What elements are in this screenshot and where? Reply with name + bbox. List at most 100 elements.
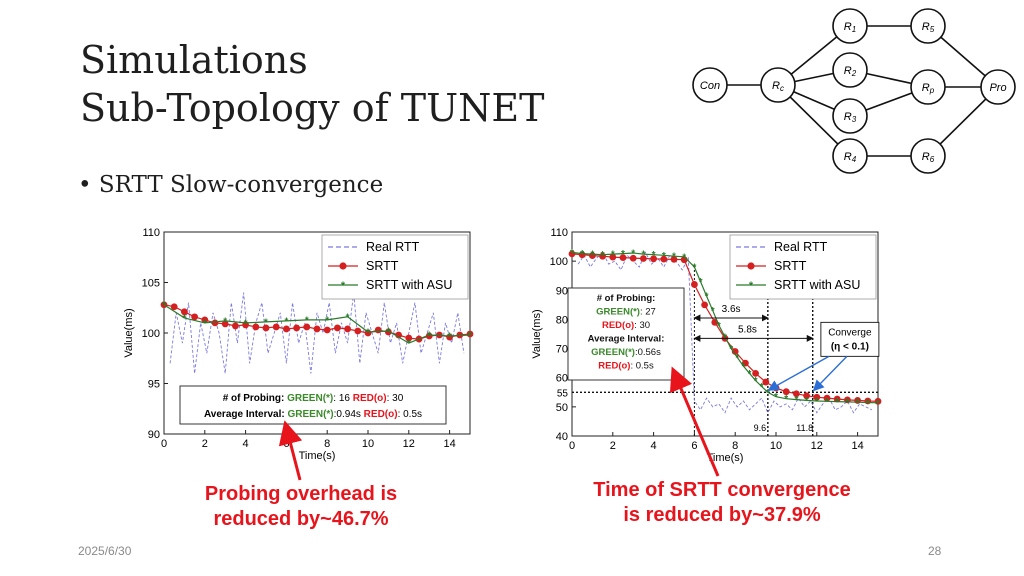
svg-text:*: * <box>341 280 346 292</box>
data-point <box>191 313 198 321</box>
duration-arrows: 3.6s 5.8s <box>693 304 814 342</box>
slide-title: Simulations Sub-Topology of TUNET <box>80 36 544 132</box>
series-real-rtt <box>577 251 873 414</box>
topology-node-label: R1 <box>844 21 856 34</box>
data-point: * <box>244 318 248 329</box>
data-point: * <box>162 300 166 311</box>
annotation-line: RED(o): 30 <box>602 320 650 331</box>
y-tick-label: 60 <box>556 373 568 385</box>
legend-item: SRTT <box>328 259 399 273</box>
data-point: * <box>735 353 739 364</box>
topology-node-label: R3 <box>844 111 857 124</box>
data-point: * <box>835 397 839 408</box>
bullet-text: SRTT Slow-convergence <box>98 172 384 198</box>
footer-date: 2025/6/30 <box>78 544 132 558</box>
data-point <box>354 327 362 335</box>
data-point: * <box>580 249 584 260</box>
data-point: * <box>699 277 703 288</box>
topology-diagram: Con Rc R1 R2 R3 R4 R5 R6 Rp Pro <box>692 8 1016 174</box>
data-point: * <box>705 292 709 303</box>
converge-annotation: Converge (η < 0.1) <box>767 321 880 392</box>
data-point: * <box>366 327 370 338</box>
data-point: * <box>203 318 207 329</box>
topology-node-pro: Pro <box>980 69 1016 105</box>
data-point <box>170 303 178 311</box>
series-line <box>571 251 879 404</box>
y-tick-label: 100 <box>142 328 160 340</box>
topology-node-r4: R4 <box>832 138 868 174</box>
series-real-rtt <box>169 292 465 374</box>
y-tick-label: 80 <box>556 314 568 326</box>
topology-node-label: Rp <box>922 82 935 95</box>
data-point: * <box>672 252 676 263</box>
series-srtt-with-asu: * * * * * * * * * * * * * * * * <box>162 300 472 349</box>
data-point <box>323 326 331 334</box>
x-tick-label: 8 <box>324 438 330 450</box>
slide-title-line1: Simulations <box>80 38 308 82</box>
data-point: * <box>407 339 411 350</box>
data-point: * <box>876 398 880 409</box>
topology-node-rp: Rp <box>910 69 946 105</box>
data-point <box>232 322 239 330</box>
y-tick-label: 90 <box>148 429 160 441</box>
data-point <box>640 255 647 262</box>
data-point: * <box>386 326 390 337</box>
probing-annotation: # of Probing: GREEN(*): 16 RED(o): 30 Ave… <box>179 385 447 425</box>
caption-left-line1: Probing overhead is <box>204 483 398 505</box>
data-point <box>303 323 311 331</box>
data-point <box>293 324 300 332</box>
topology-node-label: R2 <box>844 65 857 78</box>
topology-node-r2: R2 <box>832 52 868 88</box>
y-axis-label: Value(ms) <box>123 308 135 357</box>
y-tick-label: 110 <box>550 227 568 239</box>
data-point: * <box>805 396 809 407</box>
data-point: * <box>784 394 788 405</box>
x-tick-label: 14 <box>851 440 863 452</box>
caption-right-arrow <box>669 366 720 477</box>
slide-title-line2: Sub-Topology of TUNET <box>80 86 545 130</box>
data-point <box>782 388 790 396</box>
legend-label: Real RTT <box>774 240 828 254</box>
data-point: * <box>468 331 472 342</box>
data-point <box>619 254 627 262</box>
legend-item: * SRTT with ASU <box>736 278 860 292</box>
data-point <box>742 359 749 367</box>
data-point: * <box>590 250 594 261</box>
x-tick-label: 12 <box>811 440 823 452</box>
annotation-line: Average Interval: <box>588 334 665 345</box>
data-point: * <box>570 248 574 259</box>
data-point: * <box>766 388 770 399</box>
data-point <box>650 255 657 263</box>
data-point: * <box>741 362 745 373</box>
arrow-5-8s-label: 5.8s <box>738 324 757 335</box>
data-point: * <box>717 321 721 332</box>
legend-label: SRTT with ASU <box>774 278 860 292</box>
data-point: * <box>284 316 288 327</box>
data-point: * <box>223 316 227 327</box>
data-point <box>262 324 270 332</box>
data-point <box>221 320 229 328</box>
y-tick-label: 95 <box>148 379 160 391</box>
arrow-3-6s-label: 3.6s <box>722 304 741 315</box>
data-point <box>334 324 341 332</box>
x-tick-label: 8 <box>732 440 738 452</box>
y-tick-label: 40 <box>556 431 568 443</box>
legend-label: SRTT <box>774 259 807 273</box>
data-point <box>701 301 708 309</box>
legend-item: Real RTT <box>736 240 828 254</box>
chart-right: 0 2 4 6 8 10 12 14 40 50 60 70 80 90 100 110 55 Time(s) Va… <box>531 227 882 464</box>
y-tick-label: 110 <box>142 227 160 239</box>
series-srtt <box>568 250 882 405</box>
bullet-dot-icon: • <box>78 172 99 198</box>
legend-item: Real RTT <box>328 240 420 254</box>
y-tick-label: 70 <box>556 344 568 356</box>
series-line <box>577 251 873 414</box>
topology-node-label: Pro <box>989 82 1006 94</box>
data-point <box>752 369 759 377</box>
x-tick-label: 4 <box>651 440 657 452</box>
data-point: * <box>794 395 798 406</box>
converge-threshold: (η < 0.1) <box>831 341 869 352</box>
topology-node-r1: R1 <box>832 8 868 44</box>
bullet-item: • SRTT Slow-convergence <box>78 172 383 198</box>
data-point <box>660 255 668 263</box>
